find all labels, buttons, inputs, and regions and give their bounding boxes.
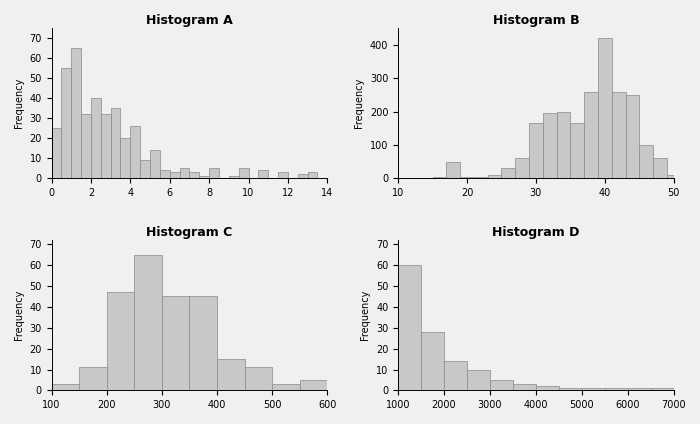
Bar — [298, 174, 307, 179]
Title: Histogram B: Histogram B — [493, 14, 579, 27]
Bar — [598, 38, 612, 179]
Bar — [398, 178, 419, 179]
Bar — [529, 123, 542, 179]
Bar — [612, 92, 626, 179]
Bar — [180, 168, 190, 179]
Bar — [556, 112, 570, 179]
Bar — [488, 175, 501, 179]
Bar — [536, 386, 559, 391]
Bar — [190, 173, 200, 179]
Bar — [62, 68, 71, 179]
Bar — [467, 369, 490, 391]
Bar — [433, 177, 447, 179]
Bar — [278, 173, 288, 179]
Bar — [667, 175, 680, 179]
Bar — [542, 113, 556, 179]
Bar — [272, 384, 300, 391]
Bar — [120, 138, 130, 179]
Bar — [300, 380, 328, 391]
Bar — [52, 128, 62, 179]
Bar — [515, 158, 529, 179]
Bar — [229, 176, 239, 179]
Bar — [582, 388, 605, 391]
Bar — [244, 368, 272, 391]
Bar — [398, 265, 421, 391]
Title: Histogram D: Histogram D — [492, 226, 580, 239]
Bar — [199, 176, 209, 179]
Bar — [160, 170, 169, 179]
Y-axis label: Frequency: Frequency — [14, 290, 24, 340]
Bar — [651, 388, 674, 391]
Bar — [111, 108, 120, 179]
Y-axis label: Frequency: Frequency — [354, 78, 364, 128]
Y-axis label: Frequency: Frequency — [360, 290, 370, 340]
Bar — [101, 114, 111, 179]
Bar — [52, 384, 79, 391]
Bar — [71, 48, 81, 179]
Bar — [490, 380, 513, 391]
Bar — [444, 361, 467, 391]
Bar — [584, 92, 598, 179]
Bar — [209, 168, 219, 179]
Bar — [106, 292, 134, 391]
Bar — [169, 173, 180, 179]
Bar — [513, 384, 536, 391]
Bar — [501, 168, 515, 179]
Bar — [626, 95, 639, 179]
Bar — [639, 145, 653, 179]
Bar — [605, 388, 628, 391]
Bar — [130, 126, 140, 179]
Bar — [258, 170, 268, 179]
Bar — [628, 388, 651, 391]
Bar — [190, 296, 217, 391]
Bar — [460, 177, 474, 179]
Bar — [328, 176, 337, 179]
Title: Histogram C: Histogram C — [146, 226, 232, 239]
Bar — [81, 114, 91, 179]
Y-axis label: Frequency: Frequency — [14, 78, 24, 128]
Bar — [570, 123, 584, 179]
Title: Histogram A: Histogram A — [146, 14, 233, 27]
Bar — [447, 162, 460, 179]
Bar — [162, 296, 190, 391]
Bar — [134, 255, 162, 391]
Bar — [239, 168, 248, 179]
Bar — [140, 160, 150, 179]
Bar — [474, 177, 488, 179]
Bar — [150, 151, 160, 179]
Bar — [653, 158, 667, 179]
Bar — [79, 368, 106, 391]
Bar — [91, 98, 101, 179]
Bar — [421, 332, 444, 391]
Bar — [559, 388, 582, 391]
Bar — [307, 173, 318, 179]
Bar — [217, 359, 244, 391]
